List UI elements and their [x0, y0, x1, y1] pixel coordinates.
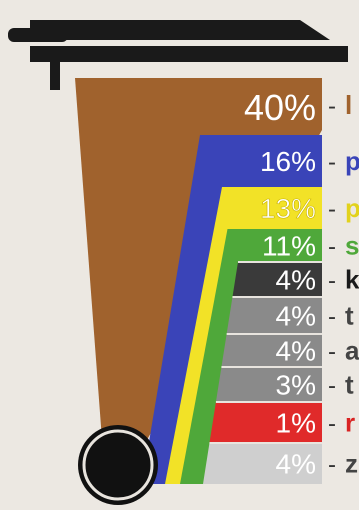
- label-dash: -: [328, 268, 336, 295]
- bin-wheel-hub: [82, 429, 154, 501]
- bar-segment-6: [221, 334, 322, 367]
- label-dash: -: [328, 373, 336, 400]
- bar-segment-8: [209, 402, 322, 443]
- value-labels: 40%16%13%11%4%4%4%3%1%4%: [244, 87, 316, 480]
- category-label-2: p: [345, 193, 359, 223]
- bin-lid: [8, 20, 348, 90]
- value-label-1: 16%: [260, 146, 316, 177]
- category-label-6: a: [345, 336, 359, 366]
- value-label-8: 1%: [276, 408, 316, 439]
- category-label-0: l: [345, 90, 352, 120]
- bar-segment-9: [203, 443, 322, 484]
- value-label-9: 4%: [276, 449, 316, 480]
- label-dash: -: [328, 234, 336, 261]
- bar-segment-7: [215, 367, 322, 402]
- category-label-3: s: [345, 231, 359, 261]
- label-dash: -: [328, 149, 336, 176]
- label-dash: -: [328, 339, 336, 366]
- label-dash: -: [328, 93, 336, 120]
- value-label-3: 11%: [262, 231, 316, 262]
- category-label-9: z: [345, 449, 358, 479]
- value-label-5: 4%: [276, 301, 316, 332]
- label-dash: -: [328, 411, 336, 438]
- label-dash: -: [328, 452, 336, 479]
- category-label-7: t: [345, 370, 354, 400]
- category-label-8: r: [345, 408, 355, 438]
- label-dash: -: [328, 196, 336, 223]
- value-label-0: 40%: [244, 87, 316, 128]
- bar-segment-4: [232, 262, 322, 297]
- category-label-1: p: [345, 146, 359, 176]
- value-label-6: 4%: [276, 336, 316, 367]
- value-label-7: 3%: [276, 370, 316, 401]
- category-label-fragments: - l-p-p-s-k-t-a-t-r-z: [328, 90, 359, 479]
- category-label-4: k: [345, 265, 359, 295]
- bar-segment-5: [226, 297, 322, 334]
- value-label-2: 13%: [260, 193, 316, 224]
- bin-segments: [142, 135, 322, 484]
- category-label-5: t: [345, 301, 354, 331]
- label-dash: -: [328, 304, 336, 331]
- value-label-4: 4%: [276, 265, 316, 296]
